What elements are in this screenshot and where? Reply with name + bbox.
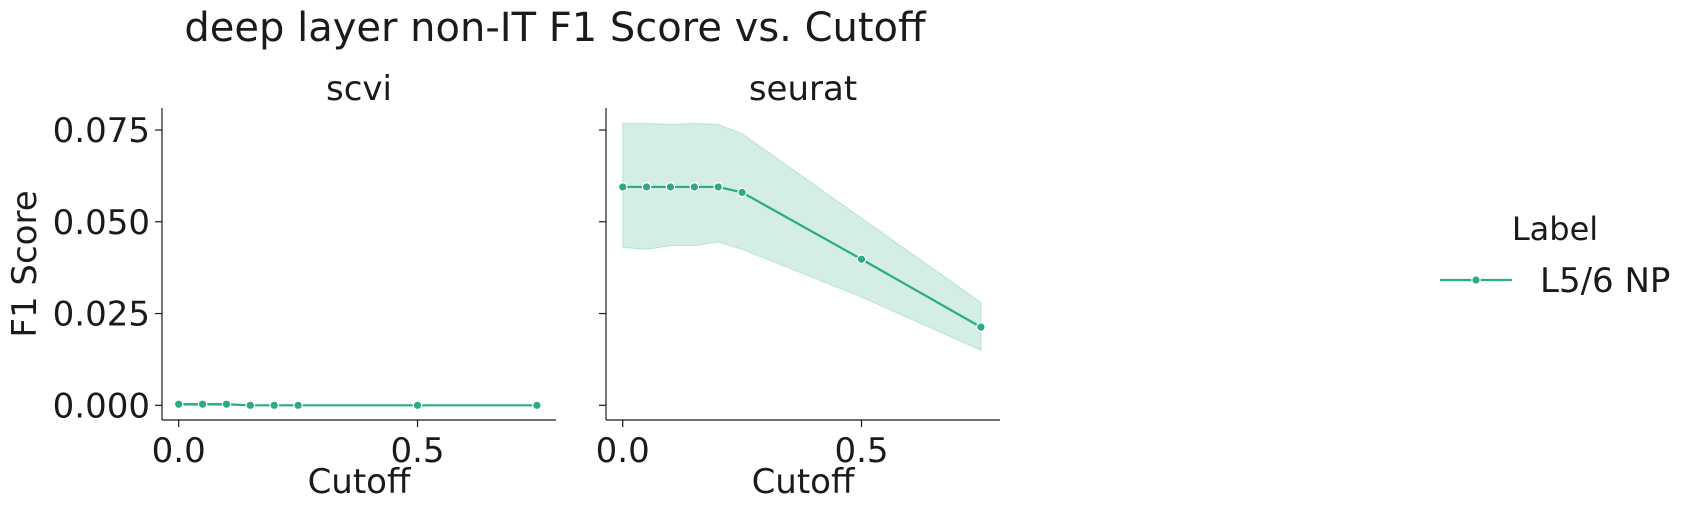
figure-title: deep layer non-IT F1 Score vs. Cutoff [184,5,927,51]
series-line [178,403,537,407]
data-point [532,400,542,411]
legend-entries: L5/6 NP [1440,261,1670,301]
data-point [665,182,676,192]
legend: Label L5/6 NP [1440,210,1670,301]
y-tick-label: 0.000 [53,386,150,426]
x-axis-label: Cutoff [752,462,856,502]
legend-title: Label [1512,210,1598,248]
data-point [412,400,423,411]
data-point [737,187,747,198]
data-point [293,400,303,411]
data-point [713,182,724,192]
data-point [245,400,256,411]
y-axis-label: F1 Score [5,190,45,337]
data-point [221,399,232,410]
x-tick-label: 0.5 [834,431,888,471]
panel-title: seurat [749,69,857,109]
data-point [269,400,280,411]
data-point [689,182,700,192]
data-point [617,182,628,192]
y-tick-label: 0.075 [53,111,150,151]
data-point [976,322,986,332]
data-point [856,254,867,265]
x-axis-label: Cutoff [308,462,412,502]
confidence-band [622,122,982,352]
y-tick-label: 0.025 [53,295,150,335]
x-tick-label: 0.5 [390,431,444,471]
data-point [197,399,208,410]
x-tick-label: 0.0 [596,431,650,471]
y-tick-label: 0.050 [53,203,150,243]
legend-marker [1471,275,1481,285]
data-point [173,399,184,410]
x-tick-label: 0.0 [152,431,206,471]
legend-entry-label: L5/6 NP [1540,261,1670,301]
panel-title: scvi [326,69,392,109]
data-point [641,182,652,192]
